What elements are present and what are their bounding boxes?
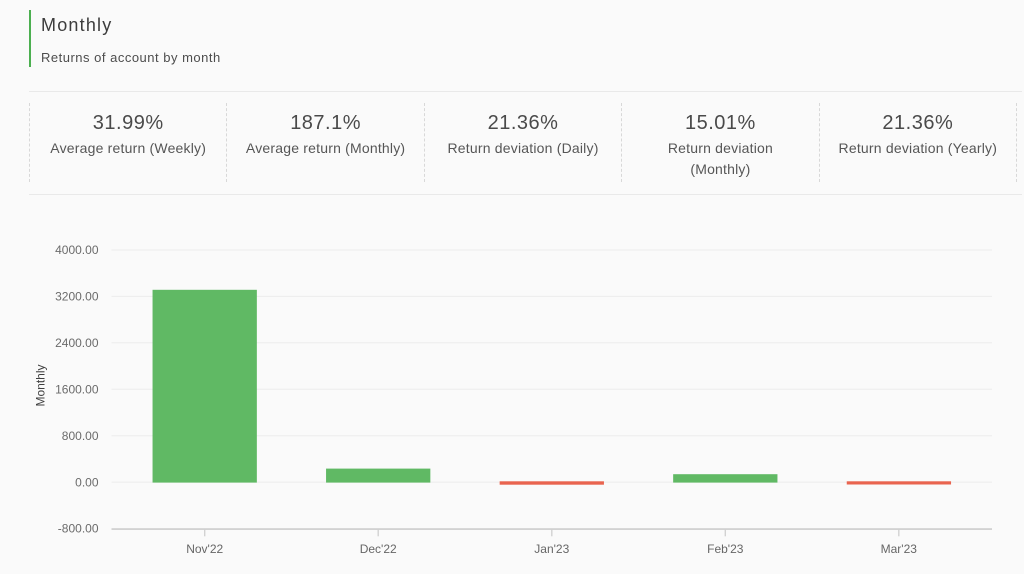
svg-text:0.00: 0.00 bbox=[75, 475, 99, 489]
svg-text:3200.00: 3200.00 bbox=[55, 290, 99, 304]
svg-text:Mar'23: Mar'23 bbox=[881, 542, 918, 556]
svg-text:2400.00: 2400.00 bbox=[55, 336, 99, 350]
svg-text:Monthly: Monthly bbox=[34, 364, 48, 406]
svg-text:800.00: 800.00 bbox=[62, 429, 99, 443]
svg-text:1600.00: 1600.00 bbox=[55, 383, 99, 397]
svg-text:Nov'22: Nov'22 bbox=[186, 542, 223, 556]
svg-text:-800.00: -800.00 bbox=[58, 522, 99, 536]
svg-text:Feb'23: Feb'23 bbox=[707, 542, 744, 556]
svg-text:Jan'23: Jan'23 bbox=[534, 542, 569, 556]
svg-text:4000.00: 4000.00 bbox=[55, 243, 99, 257]
svg-text:Dec'22: Dec'22 bbox=[360, 542, 397, 556]
